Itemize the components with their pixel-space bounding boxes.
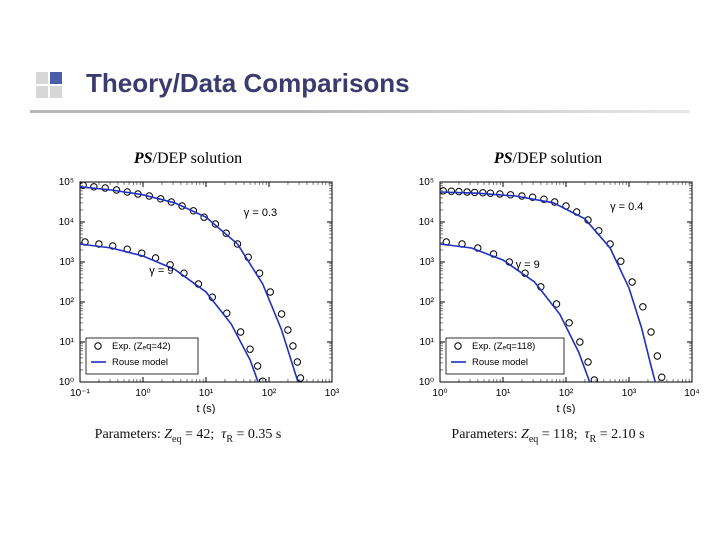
panel-left: PS/DEP solution 10⁻¹10⁰10¹10²10³10⁰10¹10… <box>28 150 348 445</box>
svg-text:10¹: 10¹ <box>420 337 435 348</box>
svg-text:10⁴: 10⁴ <box>419 217 434 228</box>
svg-text:10²: 10² <box>420 297 435 308</box>
chart-panels: PS/DEP solution 10⁻¹10⁰10¹10²10³10⁰10¹10… <box>28 150 708 445</box>
svg-text:Rouse model: Rouse model <box>472 357 528 368</box>
chart-left: 10⁻¹10⁰10¹10²10³10⁰10¹10²10³10⁴10⁵t (s)γ… <box>28 174 348 414</box>
svg-text:γ = 0.3: γ = 0.3 <box>244 207 277 219</box>
svg-text:10¹: 10¹ <box>199 388 214 399</box>
svg-text:γ = 9: γ = 9 <box>149 265 173 277</box>
svg-text:10¹: 10¹ <box>60 337 75 348</box>
svg-text:10⁰: 10⁰ <box>419 377 434 388</box>
svg-text:10³: 10³ <box>622 388 637 399</box>
svg-text:γ = 0.4: γ = 0.4 <box>610 201 643 213</box>
svg-text:Exp. (Zₑq=42): Exp. (Zₑq=42) <box>112 341 171 352</box>
panel-right: PS/DEP solution 10⁰ 10¹ 10² 10³ 10⁴ 10⁰ 10¹ 10²… <box>388 150 708 445</box>
svg-text:10³: 10³ <box>60 257 75 268</box>
svg-text:t (s): t (s) <box>197 403 216 414</box>
svg-text:10⁰: 10⁰ <box>432 388 447 399</box>
chart-right: 10⁰ 10¹ 10² 10³ 10⁴ 10⁰ 10¹ 10² 10³ 10⁴ 10⁵ t (s) γ … <box>388 174 708 414</box>
svg-text:10⁰: 10⁰ <box>59 377 74 388</box>
panel-left-params: Parameters: Zeq = 42; τR = 0.35 s <box>28 427 348 445</box>
svg-text:10⁻¹: 10⁻¹ <box>70 388 90 399</box>
panel-right-title: PS/DEP solution <box>388 150 708 168</box>
title-block: Theory/Data Comparisons <box>0 68 720 99</box>
svg-text:10²: 10² <box>559 388 574 399</box>
panel-right-params: Parameters: Zeq = 118; τR = 2.10 s <box>388 427 708 445</box>
svg-text:Rouse model: Rouse model <box>112 357 168 368</box>
svg-text:10²: 10² <box>60 297 75 308</box>
svg-text:t (s): t (s) <box>557 403 576 414</box>
svg-text:10⁰: 10⁰ <box>135 388 150 399</box>
panel-left-title: PS/DEP solution <box>28 150 348 168</box>
svg-text:10¹: 10¹ <box>496 388 511 399</box>
title-bullet-icon <box>36 72 64 100</box>
svg-text:10⁵: 10⁵ <box>59 177 74 188</box>
svg-text:10³: 10³ <box>325 388 340 399</box>
page-title: Theory/Data Comparisons <box>86 68 720 99</box>
svg-text:10⁴: 10⁴ <box>59 217 74 228</box>
svg-text:10⁵: 10⁵ <box>419 177 434 188</box>
svg-text:10⁴: 10⁴ <box>684 388 699 399</box>
svg-text:10³: 10³ <box>420 257 435 268</box>
title-underline <box>30 110 690 113</box>
svg-text:10²: 10² <box>262 388 277 399</box>
svg-text:Exp. (Zₑq=118): Exp. (Zₑq=118) <box>472 341 535 352</box>
svg-text:γ = 9: γ = 9 <box>516 259 540 271</box>
